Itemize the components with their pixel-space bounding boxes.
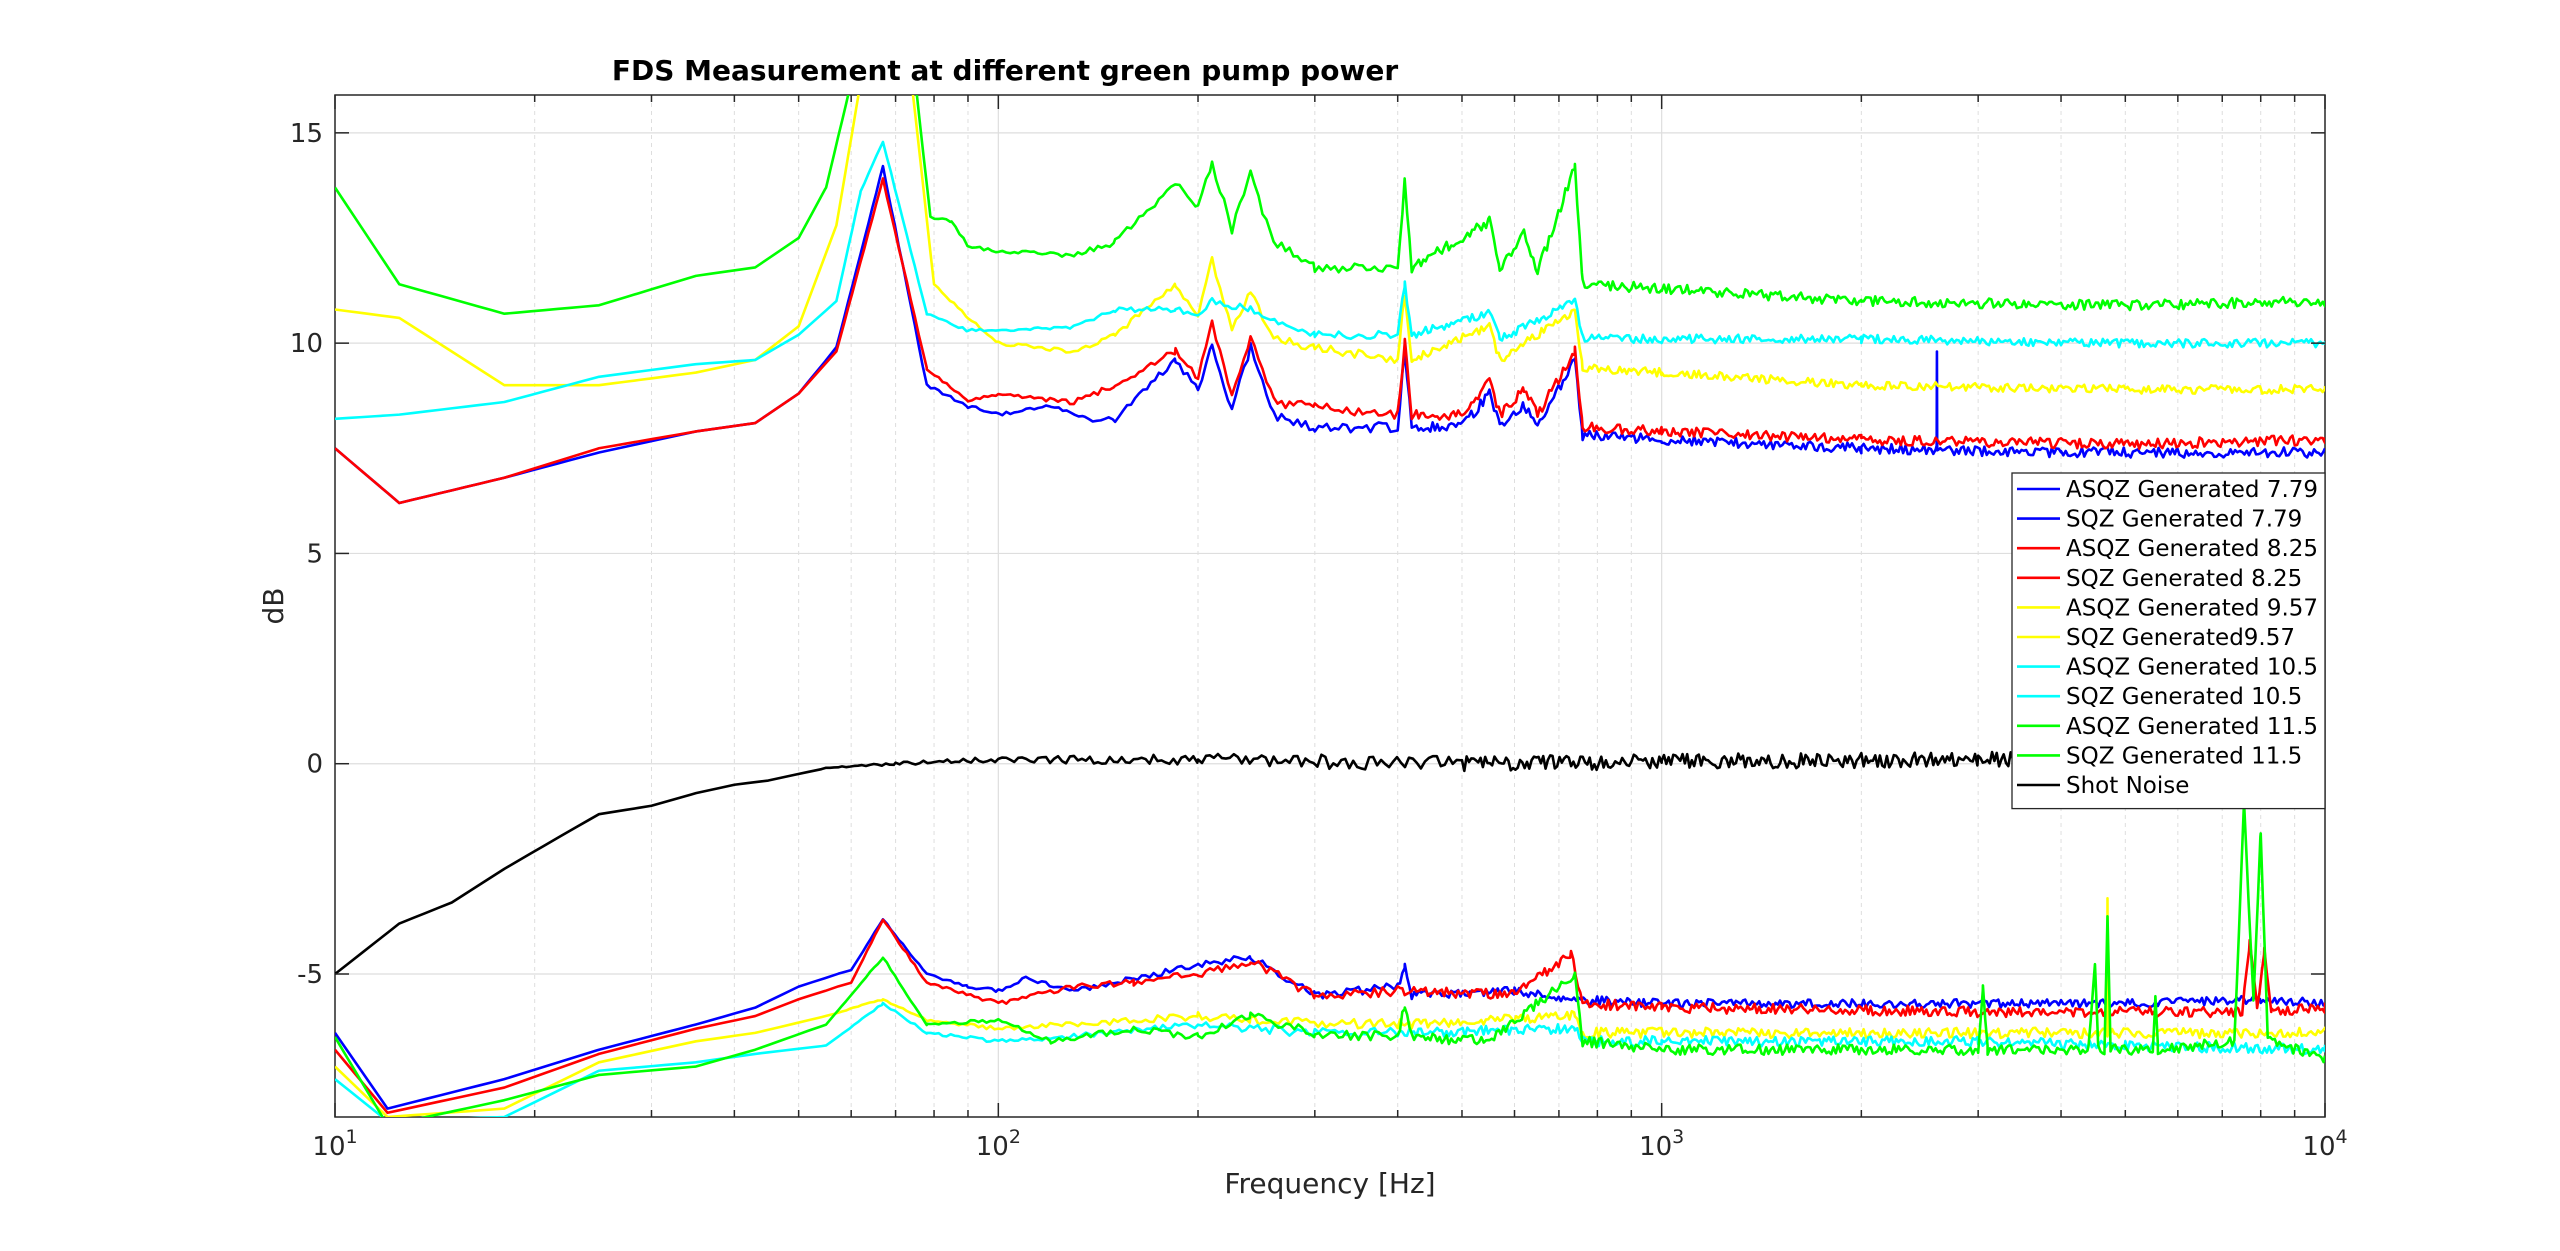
series-line-0 [335,164,2325,505]
legend-label: ASQZ Generated 8.25 [2066,536,2318,562]
y-tick-label: 5 [306,539,323,569]
series-line-9 [335,800,2325,1117]
legend-label: ASQZ Generated 11.5 [2066,714,2318,740]
x-tick-label: 102 [976,1126,1021,1162]
axes: 15 10 5 0 -5 101 102 103 104 [290,95,2348,1162]
legend: ASQZ Generated 7.79 SQZ Generated 7.79 ASQ… [2011,472,2326,810]
y-tick-label: 15 [290,119,323,149]
legend-label: SQZ Generated 8.25 [2066,566,2302,592]
y-axis-label: dB [257,588,290,625]
plot-area [335,95,2325,1117]
series-line-6 [335,140,2325,421]
legend-label: ASQZ Generated 10.5 [2066,655,2318,681]
x-axis-label: Frequency [Hz] [1224,1167,1435,1200]
series-line-4 [335,95,2325,395]
legend-label: ASQZ Generated 7.79 [2066,477,2318,503]
series-line-2 [335,177,2325,505]
legend-label: SQZ Generated 7.79 [2066,507,2302,533]
legend-label: ASQZ Generated 9.57 [2066,595,2318,621]
series-line-1 [335,918,2325,1110]
x-tick-label: 103 [1639,1126,1684,1162]
legend-label: Shot Noise [2066,773,2189,799]
y-tick-label: 0 [306,750,323,780]
series-line-8 [335,95,2325,315]
x-tick-label: 101 [312,1126,357,1162]
chart-title: FDS Measurement at different green pump … [612,54,1398,87]
legend-box [2011,472,2326,810]
series-line-7 [335,1001,2325,1117]
y-tick-label: -5 [297,960,323,990]
x-tick-label: 104 [2302,1126,2347,1162]
legend-label: SQZ Generated9.57 [2066,625,2295,651]
y-tick-label: 10 [290,329,323,359]
legend-label: SQZ Generated 10.5 [2066,684,2302,710]
legend-label: SQZ Generated 11.5 [2066,743,2302,769]
